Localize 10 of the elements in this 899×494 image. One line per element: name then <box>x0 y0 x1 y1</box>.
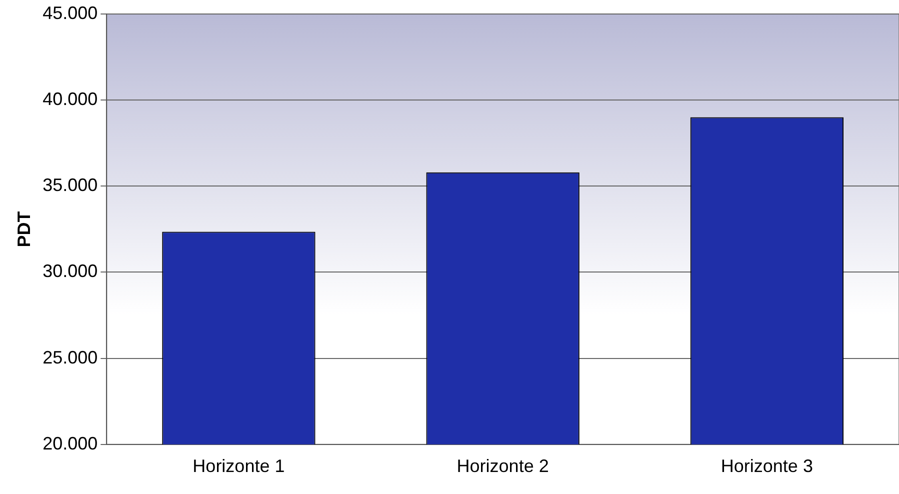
x-tick-label: Horizonte 3 <box>720 456 813 476</box>
y-axis-title: PDT <box>14 211 34 248</box>
y-tick-label: 20.000 <box>42 433 98 454</box>
x-tick-label: Horizonte 1 <box>192 456 285 476</box>
y-tick-label: 25.000 <box>42 347 98 368</box>
y-tick-label: 35.000 <box>42 175 98 196</box>
y-tick-label: 40.000 <box>42 89 98 110</box>
y-tick-label: 45.000 <box>42 2 98 23</box>
y-tick-label: 30.000 <box>42 261 98 282</box>
x-tick-label: Horizonte 2 <box>456 456 549 476</box>
